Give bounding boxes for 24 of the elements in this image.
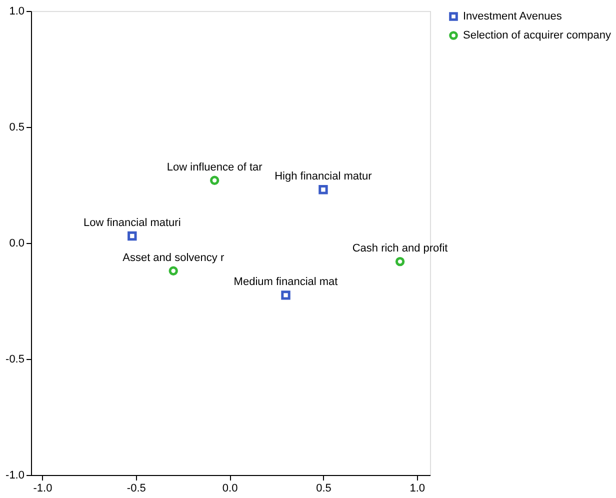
y-tick-label: 0.5 [9,122,24,134]
annotation: Asset and solvency r [122,252,224,264]
legend-label: Selection of acquirer company [463,30,612,42]
x-tick-label: 0.0 [222,482,238,494]
x-tick-label: -1.0 [33,482,52,494]
x-tick-label: 1.0 [410,482,426,494]
point [318,185,328,194]
x-tick-label: 0.5 [316,482,332,494]
annotation: Low influence of tar [166,161,263,174]
annotation: Low financial maturi [84,217,181,230]
y-tick-label: 1.0 [9,6,24,18]
y-tick-label: -0.5 [6,354,24,366]
y-tick-label: 0.0 [9,238,24,250]
x-tick-label: -0.5 [126,482,146,494]
legend-label: Investment Avenues [463,10,562,22]
point [168,266,178,276]
point [395,256,405,266]
annotation: Medium financial mat [234,276,338,288]
point [128,231,137,241]
point [210,176,220,185]
annotation: High financial matur [274,170,372,183]
point [281,290,290,300]
annotation: Cash rich and profit [352,242,448,255]
y-tick-label: -1.0 [6,470,24,482]
